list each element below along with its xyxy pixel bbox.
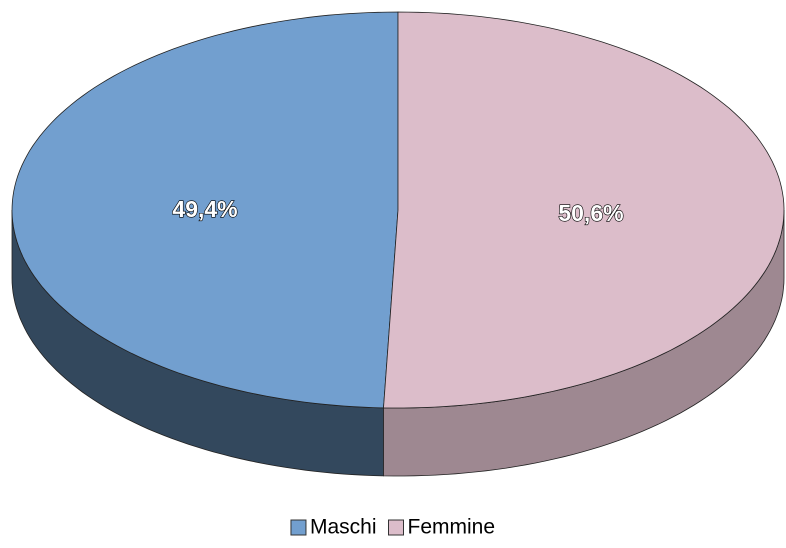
slice bbox=[383, 11, 785, 409]
value-label: 50,6% bbox=[558, 200, 623, 226]
slice bbox=[11, 11, 399, 409]
legend-label: Femmine bbox=[408, 516, 496, 539]
legend-swatch bbox=[388, 519, 404, 536]
legend-swatch bbox=[290, 519, 307, 536]
legend-label: Maschi bbox=[310, 516, 377, 539]
value-label: 49,4% bbox=[172, 196, 237, 222]
legend: Maschi Femmine bbox=[290, 516, 496, 539]
